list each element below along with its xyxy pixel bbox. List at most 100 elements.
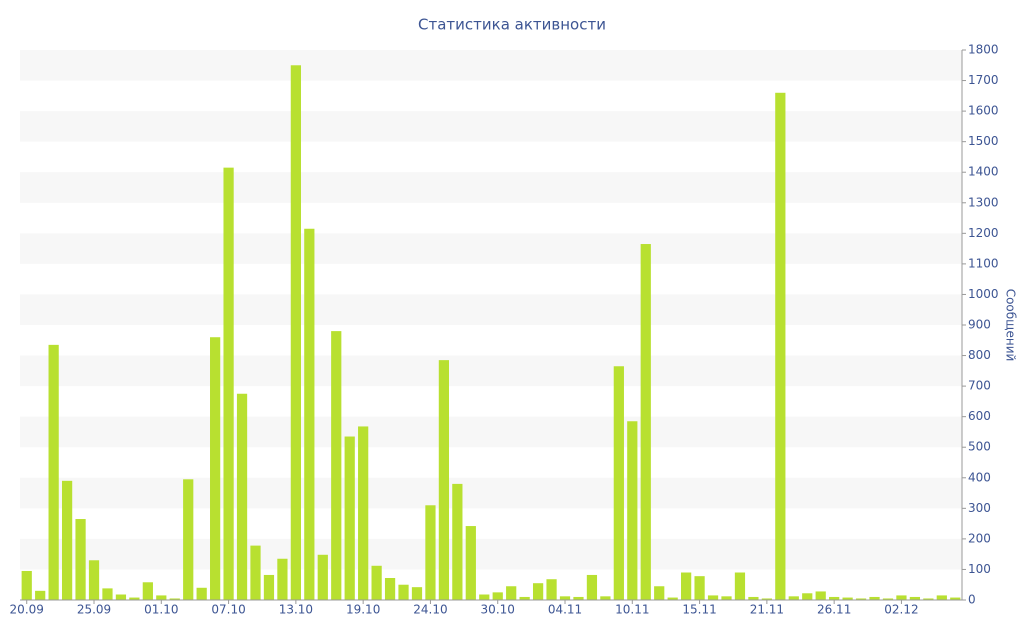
bar — [48, 344, 59, 600]
y-tick-label: 1000 — [968, 287, 999, 301]
bar — [923, 598, 934, 600]
bar — [855, 598, 867, 600]
y-tick-label: 1700 — [968, 73, 999, 87]
x-tick-label: 20.09 — [10, 603, 44, 617]
bar — [573, 596, 584, 600]
bar — [882, 598, 894, 600]
bar — [559, 596, 571, 600]
y-axis-label: Сообщений — [1004, 289, 1018, 362]
x-tick-label: 24.10 — [413, 603, 447, 617]
y-tick-label: 1400 — [968, 165, 999, 179]
bar — [532, 583, 544, 600]
bar — [61, 480, 73, 600]
bar — [788, 596, 799, 600]
bar — [869, 596, 880, 600]
bar — [210, 337, 221, 600]
y-tick-label: 1500 — [968, 134, 999, 148]
x-tick-label: 21.11 — [750, 603, 784, 617]
bar — [142, 582, 153, 600]
bar — [75, 519, 86, 600]
bar — [640, 244, 651, 600]
y-tick-label: 1100 — [968, 256, 999, 270]
bar — [304, 228, 315, 600]
bar — [250, 545, 261, 600]
grid-band — [20, 416, 962, 448]
bar — [277, 558, 288, 600]
y-tick-label: 300 — [968, 501, 991, 515]
y-tick-label: 1800 — [968, 43, 999, 57]
bar — [465, 526, 476, 600]
y-tick-label: 700 — [968, 379, 991, 393]
x-tick-label: 01.10 — [144, 603, 178, 617]
bar — [452, 483, 463, 600]
bar — [169, 598, 180, 600]
bar — [344, 436, 355, 600]
bar — [223, 167, 234, 600]
x-tick-label: 25.09 — [77, 603, 111, 617]
bar — [734, 572, 746, 600]
y-tick-label: 800 — [968, 348, 991, 362]
bar — [909, 596, 921, 600]
grid-band — [20, 538, 962, 570]
x-tick-label: 04.11 — [548, 603, 582, 617]
y-tick-label: 1600 — [968, 104, 999, 118]
y-tick-label: 600 — [968, 409, 991, 423]
bar — [707, 595, 719, 600]
x-tick-label: 30.10 — [481, 603, 515, 617]
bar — [317, 554, 328, 600]
bar — [761, 598, 772, 600]
bar — [519, 596, 530, 600]
bar — [425, 505, 436, 600]
bar — [681, 572, 692, 600]
bar — [721, 596, 732, 600]
bar — [829, 596, 840, 600]
bar — [546, 579, 557, 600]
bar — [748, 596, 759, 600]
bar — [411, 587, 423, 600]
bar — [438, 360, 450, 600]
grid-band — [20, 355, 962, 387]
bar — [236, 393, 248, 600]
y-tick-label: 0 — [968, 593, 976, 607]
bar — [384, 578, 396, 600]
bar — [896, 595, 907, 600]
grid-band — [20, 477, 962, 509]
x-tick-label: 19.10 — [346, 603, 380, 617]
bar — [398, 584, 409, 600]
y-tick-label: 1200 — [968, 226, 999, 240]
bar — [88, 560, 100, 600]
bar — [815, 591, 826, 600]
bar — [694, 576, 705, 600]
grid-band — [20, 50, 962, 81]
y-tick-label: 1300 — [968, 195, 999, 209]
bar — [936, 595, 947, 600]
bar — [371, 565, 382, 600]
bar — [263, 574, 275, 600]
y-tick-label: 400 — [968, 470, 991, 484]
grid-band — [20, 172, 962, 203]
bar — [613, 366, 624, 600]
bar — [331, 331, 342, 600]
y-tick-label: 900 — [968, 318, 991, 332]
bar — [21, 570, 32, 600]
bar — [290, 65, 301, 601]
bar — [802, 593, 813, 600]
x-tick-label: 15.11 — [682, 603, 716, 617]
bar — [492, 592, 503, 600]
y-tick-label: 200 — [968, 531, 991, 545]
grid-band — [20, 233, 962, 264]
bar — [115, 594, 127, 600]
bar — [842, 597, 853, 600]
grid-band — [20, 111, 962, 142]
bar — [950, 597, 961, 600]
x-tick-label: 10.11 — [615, 603, 649, 617]
x-tick-label: 13.10 — [279, 603, 313, 617]
bar — [479, 594, 490, 600]
bar — [358, 426, 369, 600]
bar — [600, 596, 611, 600]
chart-title: Статистика активности — [418, 16, 606, 34]
bar — [506, 586, 517, 600]
bar — [586, 574, 598, 600]
bar — [183, 479, 194, 600]
x-tick-label: 26.11 — [817, 603, 851, 617]
